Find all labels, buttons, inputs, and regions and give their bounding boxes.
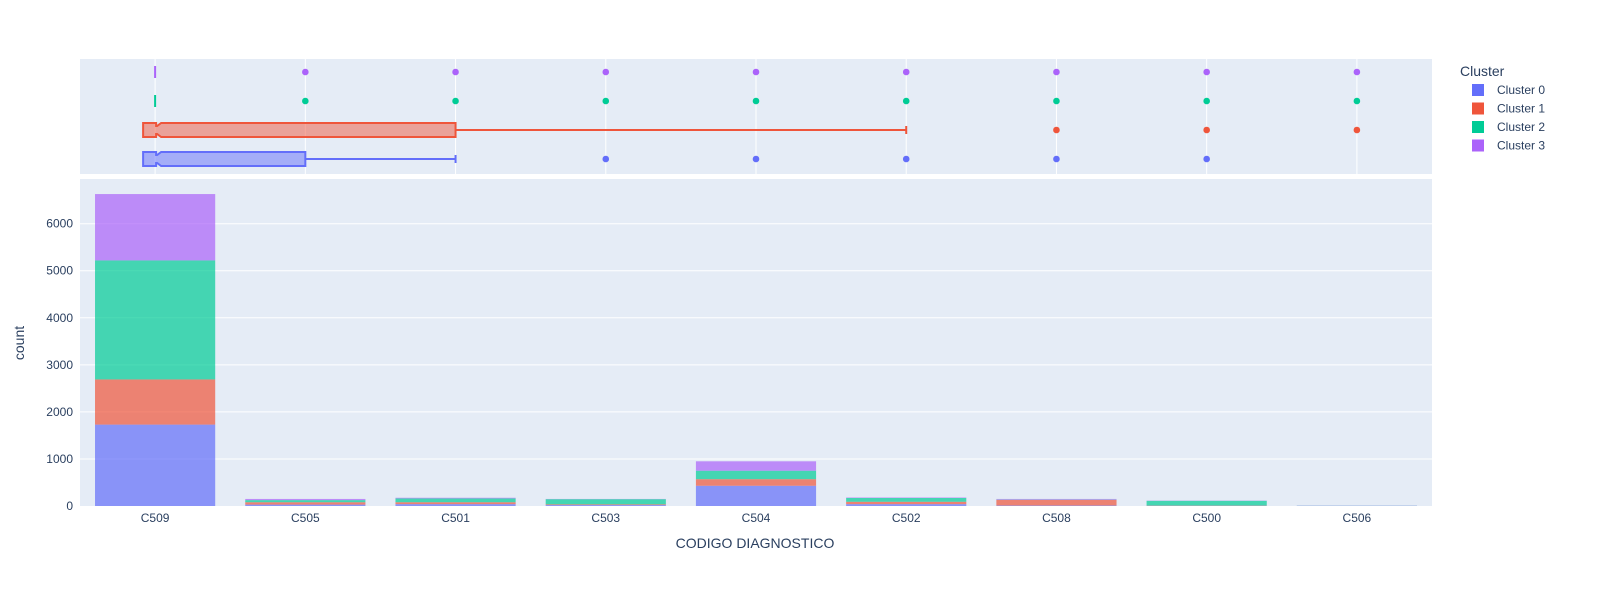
bar-c503-cluster-2[interactable]: [546, 499, 666, 504]
x-tick-label: C500: [1192, 511, 1221, 525]
legend-swatch: [1472, 121, 1484, 133]
box-cluster-1-outlier[interactable]: [1053, 127, 1060, 134]
bar-c508-cluster-1[interactable]: [996, 500, 1116, 506]
bar-c502-cluster-2[interactable]: [846, 498, 966, 502]
x-tick-label: C504: [742, 511, 771, 525]
box-cluster-3-outlier[interactable]: [602, 69, 609, 76]
box-cluster-3-outlier[interactable]: [452, 69, 459, 76]
bar-c509-cluster-1[interactable]: [95, 379, 215, 424]
box-cluster-0-outlier[interactable]: [903, 156, 910, 163]
y-tick-label: 2000: [46, 405, 73, 419]
box-cluster-2-outlier[interactable]: [903, 98, 910, 105]
x-tick-label: C502: [892, 511, 921, 525]
bar-c500-cluster-2[interactable]: [1147, 501, 1267, 506]
bar-c503-cluster-1[interactable]: [546, 504, 666, 505]
bar-c501-cluster-1[interactable]: [395, 502, 515, 504]
x-tick-label: C506: [1343, 511, 1372, 525]
box-cluster-1-outlier[interactable]: [1354, 127, 1361, 134]
legend-label: Cluster 3: [1497, 139, 1545, 153]
bar-c502-cluster-0[interactable]: [846, 504, 966, 506]
y-tick-label: 4000: [46, 311, 73, 325]
bar-c504-cluster-2[interactable]: [696, 471, 816, 479]
legend-item-cluster-1[interactable]: Cluster 1: [1472, 102, 1545, 116]
bar-c504-cluster-1[interactable]: [696, 479, 816, 486]
x-tick-label: C509: [141, 511, 170, 525]
box-cluster-3-outlier[interactable]: [753, 69, 760, 76]
legend-label: Cluster 2: [1497, 120, 1545, 134]
bar-c509-cluster-2[interactable]: [95, 260, 215, 379]
y-tick-label: 3000: [46, 358, 73, 372]
box-cluster-2-outlier[interactable]: [753, 98, 760, 105]
box-cluster-3-outlier[interactable]: [1053, 69, 1060, 76]
legend-item-cluster-3[interactable]: Cluster 3: [1472, 139, 1545, 153]
bar-c508-cluster-3[interactable]: [996, 499, 1116, 500]
legend-title: Cluster: [1460, 63, 1505, 79]
y-axis-title: count: [11, 326, 27, 360]
bar-c504-cluster-3[interactable]: [696, 461, 816, 470]
box-cluster-3-outlier[interactable]: [1354, 69, 1361, 76]
bar-c505-cluster-1[interactable]: [245, 502, 365, 504]
x-tick-label: C501: [441, 511, 470, 525]
x-axis-title: CODIGO DIAGNOSTICO: [676, 535, 835, 551]
legend-swatch: [1472, 84, 1484, 96]
y-tick-label: 6000: [46, 217, 73, 231]
box-cluster-0-body: [143, 152, 305, 166]
box-cluster-0-outlier[interactable]: [602, 156, 609, 163]
bar-c501-cluster-0[interactable]: [395, 504, 515, 506]
bar-c502-cluster-1[interactable]: [846, 502, 966, 504]
box-cluster-3-outlier[interactable]: [903, 69, 910, 76]
legend-item-cluster-2[interactable]: Cluster 2: [1472, 120, 1545, 134]
box-cluster-3-outlier[interactable]: [1203, 69, 1210, 76]
x-tick-label: C505: [291, 511, 320, 525]
box-cluster-2-outlier[interactable]: [602, 98, 609, 105]
box-cluster-2-outlier[interactable]: [1203, 98, 1210, 105]
main-plot-background: [80, 179, 1432, 506]
box-cluster-0-outlier[interactable]: [753, 156, 760, 163]
bar-c503-cluster-0[interactable]: [546, 505, 666, 506]
box-cluster-2-outlier[interactable]: [1053, 98, 1060, 105]
x-tick-label: C503: [591, 511, 620, 525]
legend-swatch: [1472, 140, 1484, 152]
bar-c509-cluster-0[interactable]: [95, 425, 215, 506]
legend: Cluster Cluster 0 Cluster 1 Cluster 2 Clust…: [1460, 63, 1545, 153]
box-cluster-2-outlier[interactable]: [1354, 98, 1361, 105]
box-cluster-1-outlier[interactable]: [1203, 127, 1210, 134]
bar-c501-cluster-2[interactable]: [395, 498, 515, 502]
y-tick-label: 0: [66, 499, 73, 513]
y-tick-label: 1000: [46, 452, 73, 466]
y-tick-label: 5000: [46, 264, 73, 278]
bar-c505-cluster-3[interactable]: [245, 499, 365, 500]
bar-c509-cluster-3[interactable]: [95, 194, 215, 260]
bar-c505-cluster-0[interactable]: [245, 505, 365, 506]
box-cluster-0-outlier[interactable]: [1053, 156, 1060, 163]
box-cluster-2-outlier[interactable]: [302, 98, 309, 105]
box-cluster-3-outlier[interactable]: [302, 69, 309, 76]
box-cluster-2-outlier[interactable]: [452, 98, 459, 105]
legend-swatch: [1472, 103, 1484, 115]
bar-c504-cluster-0[interactable]: [696, 486, 816, 506]
x-tick-label: C508: [1042, 511, 1071, 525]
bar-c505-cluster-2[interactable]: [245, 500, 365, 502]
box-cluster-0-outlier[interactable]: [1203, 156, 1210, 163]
box-cluster-1-body: [143, 123, 455, 137]
legend-label: Cluster 1: [1497, 102, 1545, 116]
bar-c501-cluster-3[interactable]: [395, 498, 515, 499]
legend-label: Cluster 0: [1497, 83, 1545, 97]
legend-item-cluster-0[interactable]: Cluster 0: [1472, 83, 1545, 97]
